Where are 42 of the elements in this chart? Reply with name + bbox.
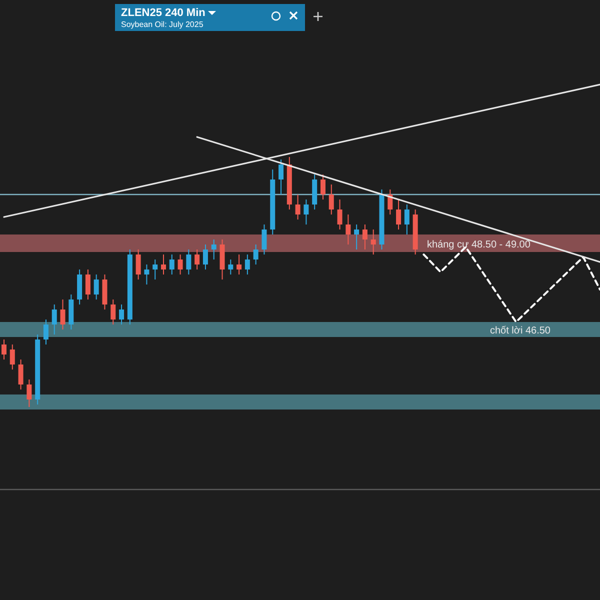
candlestick xyxy=(404,204,410,235)
candlestick xyxy=(160,254,166,275)
candlestick xyxy=(262,224,267,255)
candlestick xyxy=(60,299,66,330)
candlestick xyxy=(2,339,6,360)
candlestick xyxy=(110,299,116,325)
candlestick xyxy=(178,254,183,275)
candlestick xyxy=(346,214,351,245)
band-label: chốt lời 46.50 xyxy=(490,326,551,336)
candlestick xyxy=(10,344,15,370)
candlestick xyxy=(52,304,57,335)
candlestick xyxy=(328,184,334,215)
candlestick xyxy=(119,304,124,325)
chart-title: ZLEN25 240 Min xyxy=(121,7,206,19)
candlestick xyxy=(136,249,141,280)
candlestick xyxy=(370,229,376,255)
candlestick xyxy=(194,249,200,270)
candlestick xyxy=(244,254,250,275)
candlestick xyxy=(295,194,300,220)
candlestick xyxy=(362,224,368,250)
candlestick xyxy=(18,359,24,390)
candlestick xyxy=(169,254,174,275)
candlestick xyxy=(396,199,402,230)
candlestick xyxy=(26,379,32,408)
candlestick xyxy=(186,249,192,275)
candlestick xyxy=(304,199,309,225)
candlestick xyxy=(354,224,360,250)
candlestick xyxy=(202,244,208,270)
candlestick xyxy=(253,244,258,265)
candlestick xyxy=(43,319,48,345)
candlestick xyxy=(228,259,234,275)
candlestick xyxy=(85,269,90,300)
candlestick xyxy=(337,199,342,230)
candlestick xyxy=(211,239,216,260)
candlestick xyxy=(152,259,158,280)
band-label: kháng cự 48.50 - 49.00 xyxy=(427,239,531,250)
candlestick xyxy=(278,159,284,195)
chart-subtitle: Soybean Oil: July 2025 xyxy=(121,20,204,29)
candlestick xyxy=(144,264,150,285)
candlestick xyxy=(94,274,99,300)
candlestick xyxy=(320,174,326,200)
candlestick xyxy=(236,254,242,275)
